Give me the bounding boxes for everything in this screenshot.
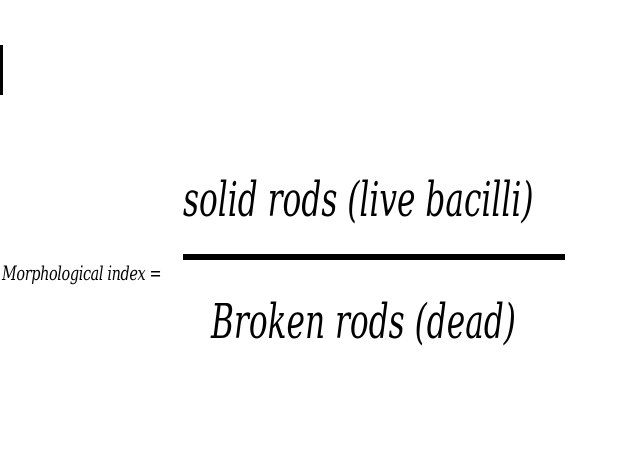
fraction-bar bbox=[183, 254, 565, 260]
formula-lhs: Morphological index = bbox=[2, 261, 162, 285]
formula-fraction: solid rods (live bacilli) Broken rods (d… bbox=[183, 150, 565, 380]
fraction-numerator: solid rods (live bacilli) bbox=[183, 172, 534, 228]
fraction-denominator: Broken rods (dead) bbox=[211, 294, 516, 350]
text-cursor bbox=[0, 45, 3, 95]
